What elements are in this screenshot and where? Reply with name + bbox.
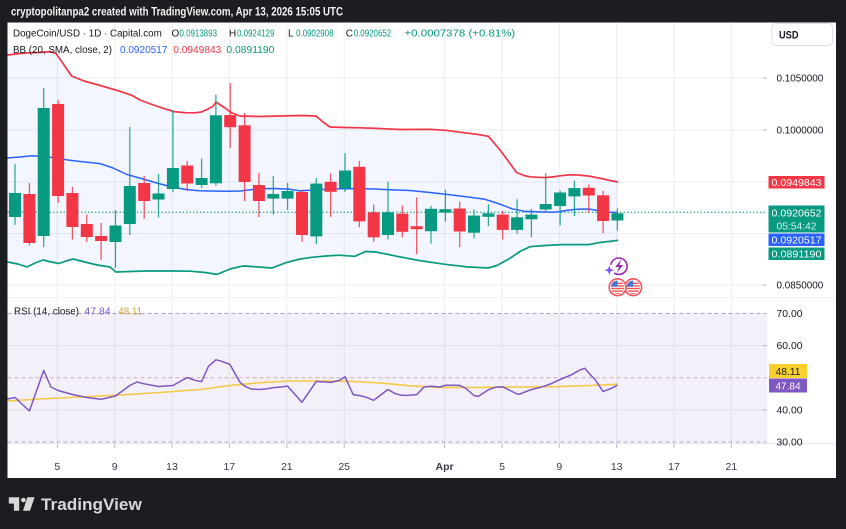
svg-text:25: 25 [338,461,350,473]
svg-text:0.0924129: 0.0924129 [237,29,275,40]
svg-text:USD: USD [779,30,799,42]
svg-text:cryptopolitanpa2 created with: cryptopolitanpa2 created with TradingVie… [11,7,343,19]
svg-text:TradingView: TradingView [41,495,143,514]
svg-text:Apr: Apr [436,461,454,473]
svg-text:RSI (14, close): RSI (14, close) [14,307,79,318]
svg-text:0.0920652: 0.0920652 [354,29,392,40]
svg-text:0.0891190: 0.0891190 [226,45,274,56]
svg-text:0.0920517: 0.0920517 [772,234,822,246]
svg-text:40.00: 40.00 [777,405,803,416]
svg-text:70.00: 70.00 [777,309,803,320]
svg-text:60.00: 60.00 [777,341,803,352]
svg-text:17: 17 [668,461,680,473]
svg-text:48.11: 48.11 [118,307,142,318]
svg-text:0.0850000: 0.0850000 [777,281,824,292]
svg-text:DogeCoin/USD · 1D · Capital.co: DogeCoin/USD · 1D · Capital.com [13,29,162,40]
svg-text:0.0949843: 0.0949843 [173,45,221,56]
svg-text:9: 9 [556,461,562,473]
svg-text:17: 17 [224,461,236,473]
svg-text:BB (20, SMA, close, 2): BB (20, SMA, close, 2) [13,45,112,56]
svg-text:5: 5 [54,461,60,473]
svg-text:21: 21 [726,461,738,473]
svg-text:C: C [346,29,353,40]
svg-text:48.11: 48.11 [776,366,801,378]
svg-text:21: 21 [281,461,293,473]
svg-text:0.0913893: 0.0913893 [180,29,218,40]
svg-text:47.84: 47.84 [84,307,111,318]
svg-text:0.0920652: 0.0920652 [772,208,822,220]
svg-text:13: 13 [611,461,623,473]
svg-text:+0.0007378 (+0.81%): +0.0007378 (+0.81%) [405,29,516,40]
svg-text:0.0902908: 0.0902908 [296,29,334,40]
svg-text:H: H [229,29,236,40]
svg-text:0.0920517: 0.0920517 [120,45,168,56]
svg-text:0.1050000: 0.1050000 [777,74,824,85]
svg-text:0.0891190: 0.0891190 [772,248,822,260]
svg-text:O: O [172,29,180,40]
svg-text:13: 13 [166,461,178,473]
svg-text:L: L [288,29,294,40]
svg-text:9: 9 [112,461,118,473]
svg-text:47.84: 47.84 [776,380,801,392]
svg-text:30.00: 30.00 [777,438,803,449]
svg-text:0.1000000: 0.1000000 [777,126,824,137]
svg-text:0.0949843: 0.0949843 [772,177,822,189]
svg-text:05:54:42: 05:54:42 [777,221,817,233]
svg-text:5: 5 [499,461,505,473]
